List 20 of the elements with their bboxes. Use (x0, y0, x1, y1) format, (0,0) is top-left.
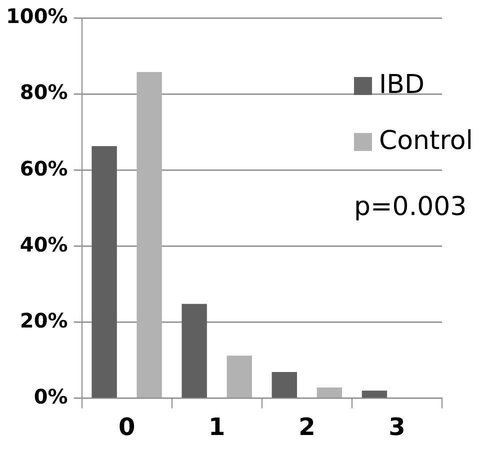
y-tick-label: 0% (34, 384, 68, 408)
annotation: p=0.003 (354, 192, 467, 222)
bar (136, 72, 162, 398)
x-tick-label: 3 (388, 412, 406, 441)
bar (92, 146, 117, 398)
bar (362, 390, 388, 398)
bar (226, 356, 252, 398)
bar (272, 372, 298, 398)
y-tick-label: 60% (20, 156, 68, 180)
y-tick-label: 80% (20, 80, 68, 104)
x-tick-label: 1 (208, 412, 226, 441)
bar (182, 304, 207, 398)
bar (316, 388, 342, 398)
y-tick-label: 20% (20, 308, 68, 332)
y-tick-label: 100% (6, 4, 68, 28)
x-tick-label: 0 (118, 412, 136, 441)
x-tick-label: 2 (298, 412, 316, 441)
legend-label: Control (379, 126, 473, 156)
legend-label: IBD (379, 70, 425, 100)
y-tick-label: 40% (20, 232, 68, 256)
